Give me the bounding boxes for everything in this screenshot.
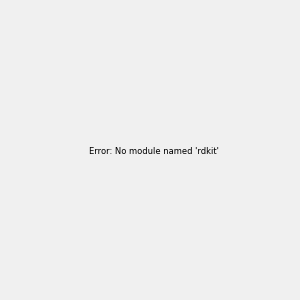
Text: Error: No module named 'rdkit': Error: No module named 'rdkit': [89, 147, 219, 156]
